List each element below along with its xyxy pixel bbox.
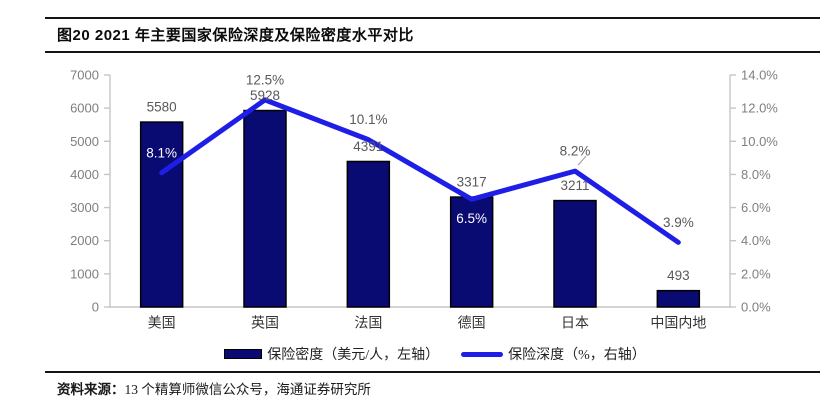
depth-line [159,97,681,245]
left-axis-tick-label: 4000 [70,167,99,182]
right-axis-tick-label: 10.0% [741,134,778,149]
line-point-label: 12.5% [246,72,284,87]
right-axis-tick-label: 8.0% [741,167,771,182]
right-axis-tick-label: 14.0% [741,68,778,83]
title-divider [45,51,820,53]
left-axis-tick-label: 1000 [70,266,99,281]
right-axis-tick-label: 12.0% [741,101,778,116]
bar-value-label: 3211 [560,178,589,193]
category-label: 英国 [251,315,279,332]
source-label: 资料来源： [57,382,125,397]
right-axis-tick-label: 4.0% [741,233,771,248]
line-point-label: 10.1% [349,112,387,127]
category-label: 法国 [354,316,382,332]
left-axis-tick-label: 7000 [70,68,99,83]
left-axis-tick-label: 3000 [70,200,99,215]
bar [346,160,391,308]
label-leader-line [577,155,587,166]
left-axis-tick-label: 0 [92,300,99,315]
right-axis-tick-label: 0.0% [741,300,771,315]
bar [553,199,597,308]
line-point-label: 6.5% [456,211,487,226]
left-axis-tick-label: 2000 [70,233,99,248]
figure-title: 图20 2021 年主要国家保险深度及保险密度水平对比 [57,27,414,44]
legend-label-density: 保险密度（美元/人，左轴） [267,348,440,363]
bar-value-label: 5580 [147,100,177,115]
legend-item-density: 保险密度（美元/人，左轴） [224,344,439,364]
bar-value-label: 5928 [250,88,280,103]
left-axis-tick-label: 5000 [70,134,99,149]
chart-legend: 保险密度（美元/人，左轴） 保险深度（%，右轴） [25,344,820,364]
source-note: 资料来源：13 个精算师微信公众号，海通证券研究所 [57,378,371,398]
line-swatch-icon [461,351,504,357]
line-point-label: 3.9% [663,215,694,230]
category-label: 德国 [458,316,486,332]
category-label: 日本 [561,316,589,332]
legend-label-depth: 保险深度（%，右轴） [508,348,646,363]
category-label: 美国 [148,316,176,332]
bar [139,121,184,308]
bar [243,109,287,308]
bar-value-label: 4391 [353,139,383,154]
bar-value-label: 493 [667,268,690,283]
bar [656,289,701,308]
category-label: 中国内地 [650,316,706,332]
combo-chart: 7000 6000 5000 4000 3000 2000 1000 0 14.0% 12.0% 1… [70,68,778,332]
source-divider [45,371,820,373]
line-point-label: 8.1% [146,145,177,160]
line-point-label: 8.2% [560,144,591,159]
left-axis-tick-label: 6000 [70,101,99,116]
bar [449,196,494,308]
bar-swatch-icon [224,349,263,359]
top-divider [45,17,820,19]
bar-value-label: 3317 [457,175,487,190]
right-axis-tick-label: 6.0% [741,200,771,215]
source-text: 13 个精算师微信公众号，海通证券研究所 [124,382,371,397]
legend-item-depth: 保险深度（%，右轴） [461,344,646,364]
right-axis-tick-label: 2.0% [741,266,771,281]
